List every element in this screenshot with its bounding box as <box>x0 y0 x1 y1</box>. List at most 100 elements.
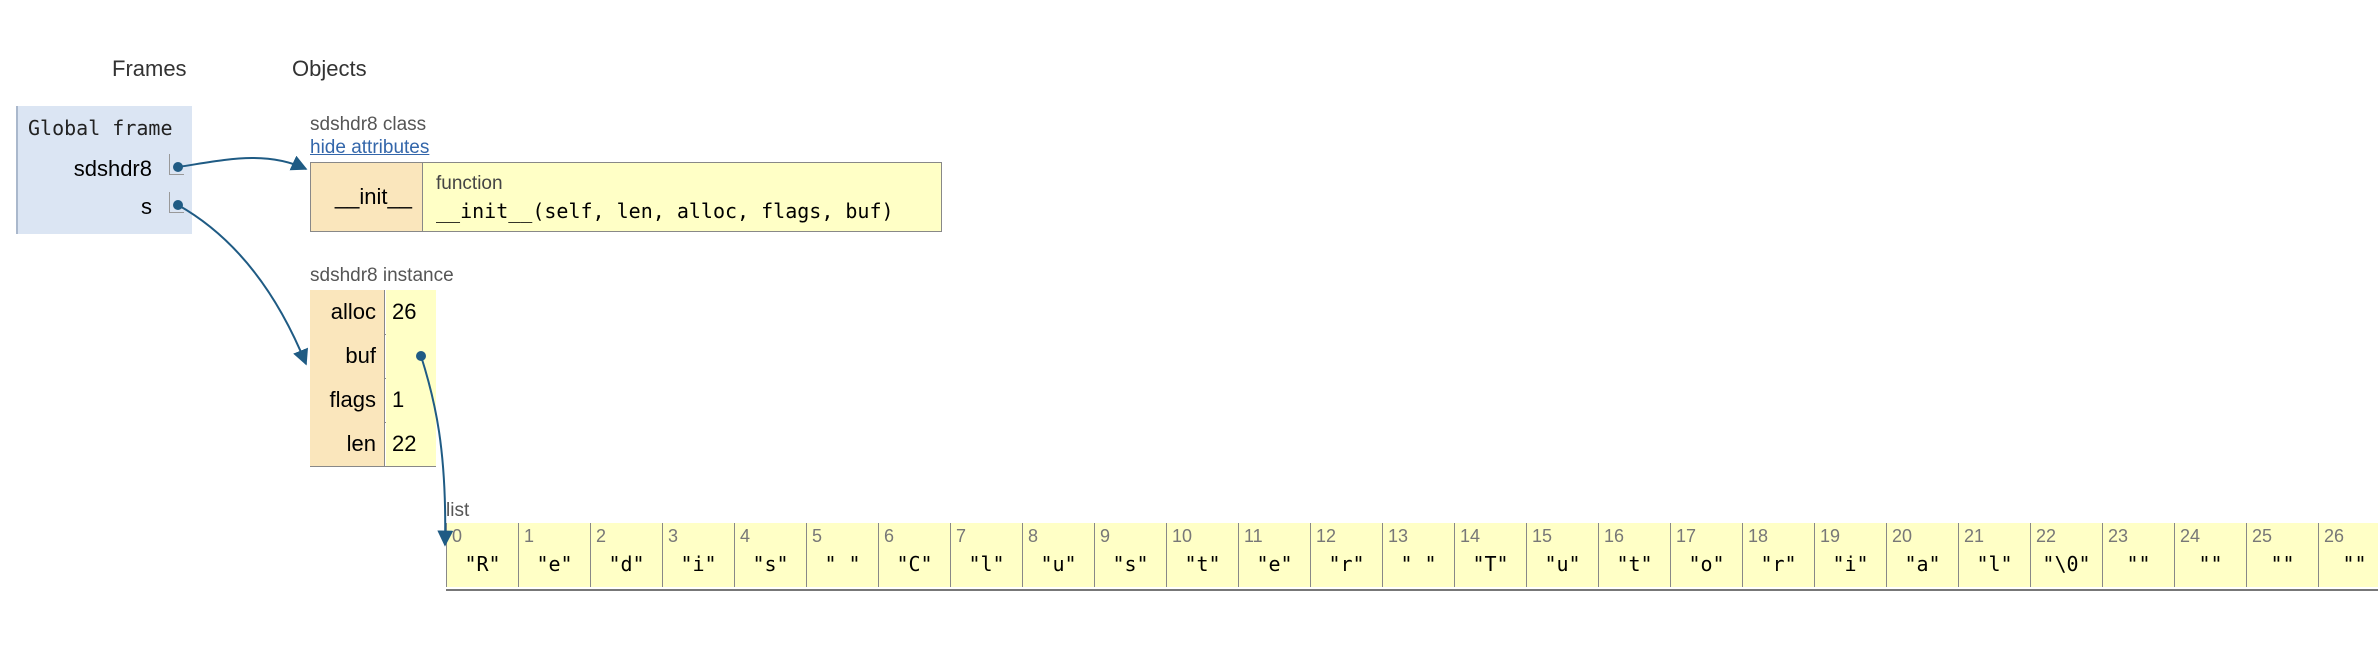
list-index: 0 <box>452 526 463 546</box>
list-index: 19 <box>1820 526 1841 546</box>
list-cell: 26 "" <box>2318 523 2378 587</box>
list-value: "l" <box>1976 552 2013 576</box>
pointer-dot <box>173 200 183 210</box>
instance-key: buf <box>310 334 385 378</box>
list-cell: 8 "u" <box>1022 523 1094 587</box>
list-index: 2 <box>596 526 607 546</box>
pointer-dot <box>173 162 183 172</box>
list-index: 10 <box>1172 526 1193 546</box>
global-frame: Global frame sdshdr8 s <box>16 106 192 234</box>
instance-key: alloc <box>310 290 385 334</box>
list-index: 3 <box>668 526 679 546</box>
list-index: 23 <box>2108 526 2129 546</box>
list-value: "e" <box>536 552 573 576</box>
list-cell: 11 "e" <box>1238 523 1310 587</box>
list-value: "r" <box>1760 552 1797 576</box>
list-index: 4 <box>740 526 751 546</box>
list-cell: 20 "a" <box>1886 523 1958 587</box>
list-index: 15 <box>1532 526 1553 546</box>
list-object: 0 "R" 1 "e" 2 "d" 3 "i" 4 "s" 5 " " 6 "C" 7 "l" 8 "u" 9 "s"… <box>446 523 2378 591</box>
list-cell: 21 "l" <box>1958 523 2030 587</box>
list-value: "l" <box>968 552 1005 576</box>
list-cell: 1 "e" <box>518 523 590 587</box>
instance-row: len 22 <box>310 422 436 467</box>
list-cell: 25 "" <box>2246 523 2318 587</box>
list-index: 16 <box>1604 526 1625 546</box>
instance-value: 26 <box>386 290 436 334</box>
frames-header: Frames <box>112 56 187 81</box>
var-s: s <box>141 194 152 219</box>
list-cell: 13 " " <box>1382 523 1454 587</box>
class-label: sdshdr8 class <box>310 114 427 135</box>
instance-row: buf <box>310 334 436 379</box>
list-value: " " <box>1400 552 1437 576</box>
pointer-dot <box>416 351 426 361</box>
list-cell: 14 "T" <box>1454 523 1526 587</box>
list-cell: 12 "r" <box>1310 523 1382 587</box>
list-index: 13 <box>1388 526 1409 546</box>
list-index: 12 <box>1316 526 1337 546</box>
list-index: 26 <box>2324 526 2345 546</box>
objects-header: Objects <box>292 56 367 81</box>
list-value: "" <box>2126 552 2151 576</box>
var-sdshdr8-slot <box>169 154 184 175</box>
hide-attributes-link[interactable]: hide attributes <box>310 137 430 158</box>
list-value: "s" <box>1112 552 1149 576</box>
instance-value <box>386 334 436 378</box>
list-cell: 18 "r" <box>1742 523 1814 587</box>
arrow-buf-to-list <box>420 355 454 547</box>
list-label: list <box>446 500 470 521</box>
list-value: "t" <box>1616 552 1653 576</box>
init-attr-name: __init__ <box>311 163 423 231</box>
list-cell: 4 "s" <box>734 523 806 587</box>
list-value: "u" <box>1040 552 1077 576</box>
list-value: "" <box>2270 552 2295 576</box>
list-cell: 19 "i" <box>1814 523 1886 587</box>
list-index: 7 <box>956 526 967 546</box>
list-value: "i" <box>1832 552 1869 576</box>
instance-row: alloc 26 <box>310 290 436 335</box>
list-cell: 10 "t" <box>1166 523 1238 587</box>
list-cell: 6 "C" <box>878 523 950 587</box>
list-value: "t" <box>1184 552 1221 576</box>
list-index: 20 <box>1892 526 1913 546</box>
class-object: __init__ function __init__(self, len, al… <box>310 162 942 232</box>
list-cell: 3 "i" <box>662 523 734 587</box>
list-index: 22 <box>2036 526 2057 546</box>
list-cell: 5 " " <box>806 523 878 587</box>
function-type-label: function <box>436 173 503 194</box>
function-signature: __init__(self, len, alloc, flags, buf) <box>436 199 894 223</box>
list-value: "e" <box>1256 552 1293 576</box>
list-cell: 0 "R" <box>446 523 518 587</box>
list-index: 24 <box>2180 526 2201 546</box>
instance-key: len <box>310 422 385 466</box>
list-index: 9 <box>1100 526 1111 546</box>
arrow-s-to-instance <box>177 204 308 366</box>
list-cell: 24 "" <box>2174 523 2246 587</box>
list-index: 11 <box>1244 526 1263 546</box>
list-cell: 9 "s" <box>1094 523 1166 587</box>
list-value: "" <box>2198 552 2223 576</box>
instance-value: 22 <box>386 422 436 466</box>
list-value: " " <box>824 552 861 576</box>
list-index: 8 <box>1028 526 1039 546</box>
list-index: 1 <box>524 526 535 546</box>
instance-value: 1 <box>386 378 436 422</box>
instance-label: sdshdr8 instance <box>310 265 454 286</box>
list-value: "C" <box>896 552 933 576</box>
list-value: "\0" <box>2042 552 2091 576</box>
list-index: 18 <box>1748 526 1769 546</box>
list-value: "d" <box>608 552 645 576</box>
var-sdshdr8: sdshdr8 <box>73 156 152 181</box>
global-frame-title: Global frame <box>28 116 173 140</box>
list-cell: 15 "u" <box>1526 523 1598 587</box>
list-cell: 2 "d" <box>590 523 662 587</box>
var-s-slot <box>169 192 184 213</box>
list-value: "" <box>2342 552 2367 576</box>
list-index: 25 <box>2252 526 2273 546</box>
list-cell: 17 "o" <box>1670 523 1742 587</box>
list-index: 6 <box>884 526 895 546</box>
list-value: "a" <box>1904 552 1941 576</box>
list-index: 17 <box>1676 526 1697 546</box>
